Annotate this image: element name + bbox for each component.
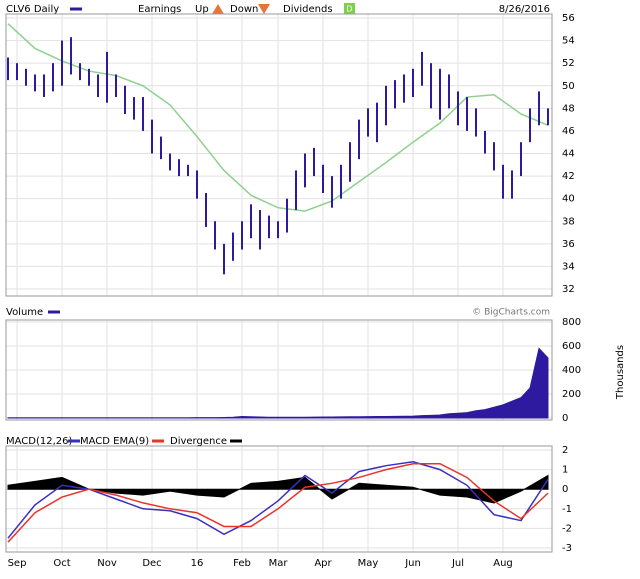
x-tick-label: Jul — [451, 558, 464, 569]
volume-axis-label: Thousands — [615, 345, 626, 400]
legend-down: Down — [230, 4, 258, 15]
volume-title: Volume — [6, 307, 43, 318]
y-tick-label: 2 — [562, 445, 568, 456]
chart-date: 8/26/2016 — [499, 4, 550, 15]
y-tick-label: 44 — [562, 149, 575, 160]
y-tick-label: 34 — [562, 261, 575, 272]
x-tick-label: Mar — [269, 558, 289, 569]
x-tick-label: Aug — [493, 558, 513, 569]
x-tick-label: May — [358, 558, 379, 569]
legend-dividends: Dividends — [283, 4, 333, 15]
y-tick-label: 40 — [562, 194, 575, 205]
y-tick-label: 600 — [562, 341, 581, 352]
y-tick-label: 56 — [562, 13, 575, 24]
source: © BigCharts.com — [472, 308, 550, 318]
legend-label: MACD EMA(9) — [80, 436, 149, 447]
earnings-down-icon — [258, 4, 270, 14]
panel-frame — [5, 445, 553, 553]
y-tick-label: 42 — [562, 171, 575, 182]
y-tick-label: -3 — [562, 543, 572, 554]
y-tick-label: 38 — [562, 216, 575, 227]
x-tick-label: 16 — [191, 558, 204, 569]
y-tick-label: 48 — [562, 103, 575, 114]
x-tick-label: Jun — [404, 558, 421, 569]
y-tick-label: 36 — [562, 239, 575, 250]
x-tick-label: Sep — [8, 558, 27, 569]
y-tick-label: 200 — [562, 389, 581, 400]
y-tick-label: 0 — [562, 413, 568, 424]
y-tick-label: 52 — [562, 58, 575, 69]
y-tick-label: 54 — [562, 36, 575, 47]
y-tick-label: 1 — [562, 465, 568, 476]
legend-earnings: Earnings — [138, 4, 181, 15]
y-tick-label: 400 — [562, 365, 581, 376]
y-tick-label: 46 — [562, 126, 575, 137]
y-tick-label: 32 — [562, 284, 575, 295]
macd-line — [7, 462, 549, 543]
x-tick-label: Dec — [142, 558, 161, 569]
dividend-icon — [344, 3, 355, 14]
divergence-area — [7, 474, 549, 504]
y-tick-label: 0 — [562, 484, 568, 495]
panel-frame — [5, 319, 553, 421]
x-tick-label: Apr — [314, 558, 332, 569]
macd-line — [7, 460, 549, 539]
y-tick-label: 50 — [562, 81, 575, 92]
legend-label: MACD(12,26) — [6, 436, 73, 447]
x-tick-label: Oct — [53, 558, 70, 569]
earnings-up-icon — [212, 4, 224, 14]
y-tick-label: -1 — [562, 504, 572, 515]
x-tick-label: Nov — [97, 558, 117, 569]
dividend-marker: D — [346, 5, 352, 14]
y-tick-label: 800 — [562, 317, 581, 328]
volume-area — [7, 347, 549, 419]
x-tick-label: Feb — [233, 558, 251, 569]
legend-up: Up — [195, 4, 209, 15]
panel-frame — [5, 13, 553, 297]
chart-title: CLV6 Daily — [6, 4, 59, 15]
legend-label: Divergence — [170, 436, 227, 447]
y-tick-label: -2 — [562, 523, 572, 534]
